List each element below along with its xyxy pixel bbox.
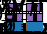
1 $\mu_0$ <box>17 8 18 9</box>
200 $\mu_0$ <box>17 9 18 10</box>
50 $\mu_0$ <box>8 4 9 5</box>
200 $\mu_0$ <box>13 4 14 5</box>
Line: 1 $\mu_0$: 1 $\mu_0$ <box>0 0 27 14</box>
Title: (d) b$_{\theta}$ 10 ms: (d) b$_{\theta}$ 10 ms <box>0 0 47 9</box>
100 $\mu_0$ <box>14 8 15 9</box>
50 $\mu_0$ <box>13 4 14 5</box>
150 $\mu_0$ <box>13 4 14 5</box>
100 $\mu_0$ <box>16 9 17 10</box>
1 $\mu_0$ <box>15 7 16 8</box>
150 $\mu_0$ <box>8 4 9 5</box>
100 $\mu_0$ <box>14 9 15 10</box>
100 $\mu_0$ <box>21 8 22 9</box>
1 $\mu_0$ <box>12 4 13 5</box>
1 $\mu_0$ <box>13 4 14 5</box>
Line: 200 $\mu_0$: 200 $\mu_0$ <box>0 0 27 16</box>
Title: (c) b$_{\theta}$ 1 ms: (c) b$_{\theta}$ 1 ms <box>0 0 47 9</box>
1 $\mu_0$ <box>16 8 17 9</box>
100 $\mu_0$ <box>15 10 16 11</box>
1 $\mu_0$ <box>8 4 9 5</box>
Title: (f) $\nabla_r$ ln$\mu_r$: (f) $\nabla_r$ ln$\mu_r$ <box>0 0 47 20</box>
50 $\mu_0$ <box>14 8 15 9</box>
100 $\mu_0$ <box>12 4 13 5</box>
Legend: 1 $\mu_0$, 50 $\mu_0$, 100 $\mu_0$, 150 $\mu_0$, 200 $\mu_0$: 1 $\mu_0$, 50 $\mu_0$, 100 $\mu_0$, 150 … <box>16 0 47 2</box>
Line: 50 $\mu_0$: 50 $\mu_0$ <box>0 0 27 15</box>
Title: (e) $\nabla_r$ ln$\mu_r$: (e) $\nabla_r$ ln$\mu_r$ <box>0 0 47 20</box>
100 $\mu_0$ <box>13 4 14 5</box>
200 $\mu_0$ <box>12 4 13 5</box>
50 $\mu_0$ <box>20 8 21 9</box>
150 $\mu_0$ <box>12 4 13 5</box>
Line: 100 $\mu_0$: 100 $\mu_0$ <box>0 0 27 16</box>
50 $\mu_0$ <box>21 8 22 9</box>
100 $\mu_0$ <box>15 10 16 11</box>
1 $\mu_0$ <box>14 5 15 6</box>
150 $\mu_0$ <box>16 9 17 10</box>
100 $\mu_0$ <box>8 4 9 5</box>
200 $\mu_0$ <box>8 4 9 5</box>
50 $\mu_0$ <box>12 4 13 5</box>
Line: 150 $\mu_0$: 150 $\mu_0$ <box>0 0 27 16</box>
